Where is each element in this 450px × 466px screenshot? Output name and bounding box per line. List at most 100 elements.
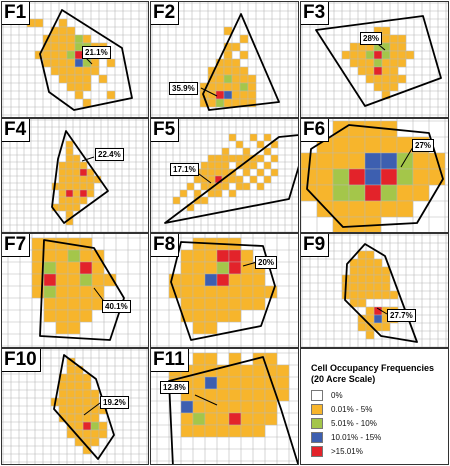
f9-cell [373, 282, 383, 292]
f1-cell [50, 50, 60, 60]
f8-cell [228, 273, 242, 287]
f4-cell [79, 175, 88, 184]
f9-cell [365, 282, 375, 292]
panel-f8: F8 20% [150, 233, 299, 348]
f8-cell [204, 297, 218, 311]
legend-item-0: 0% [311, 389, 343, 401]
f4-cell [65, 154, 74, 163]
f8-cell [252, 273, 266, 287]
f1-cell [82, 98, 92, 108]
f6-callout-leader [400, 146, 414, 168]
f5-cell [228, 133, 237, 142]
f2-cell [223, 74, 233, 84]
panel-f6-map [301, 119, 448, 232]
f10-cell [82, 429, 92, 439]
f3-cell [397, 50, 407, 60]
f9-cell [349, 266, 359, 276]
f4-cell [65, 140, 74, 149]
f11-cell [276, 376, 290, 390]
f5-cell [249, 175, 258, 184]
f7-cell [31, 249, 45, 263]
f2-cell [215, 82, 225, 92]
f8-cell [204, 309, 218, 323]
f2-cell [231, 66, 241, 76]
f8-cell [192, 285, 206, 299]
f11-cell [252, 364, 266, 378]
f8-cell [228, 285, 242, 299]
panel-f1: F1 21.1% [1, 1, 149, 118]
f6-cell [412, 152, 430, 170]
f11-cell [192, 412, 206, 426]
panel-f2-label: F2 [151, 2, 180, 25]
f3-cell [389, 82, 399, 92]
f9-cell [357, 322, 367, 332]
f1-cell [74, 74, 84, 84]
f1-cell [58, 18, 68, 28]
panel-f9-map [301, 234, 448, 347]
panel-f8-label: F8 [151, 234, 180, 257]
f6-cell [348, 168, 366, 186]
f5-cell [270, 168, 279, 177]
f3-cell [349, 58, 359, 68]
panel-f10-callout: 19.2% [100, 396, 129, 409]
f5-cell [228, 189, 237, 198]
f5-cell [228, 154, 237, 163]
f7-cell [79, 261, 93, 275]
f9-cell [373, 290, 383, 300]
f10-cell [66, 389, 76, 399]
f3-cell [389, 74, 399, 84]
f2-cell [207, 98, 217, 108]
f10-cell [82, 389, 92, 399]
f1-cell [50, 42, 60, 52]
f5-cell [235, 175, 244, 184]
f11-cell [276, 364, 290, 378]
f5-cell [207, 168, 216, 177]
f6-cell [396, 168, 414, 186]
f5-cell [263, 175, 272, 184]
f2-cell [247, 98, 257, 108]
legend-item-1: 0.01% - 5% [311, 403, 372, 415]
f4-cell [58, 175, 67, 184]
f2-cell [239, 34, 249, 44]
panel-f6-callout: 27% [412, 139, 435, 152]
f5-cell [256, 154, 265, 163]
f1-cell [42, 50, 52, 60]
panel-f7-label: F7 [2, 234, 31, 257]
f9-home-range-outline [344, 243, 418, 343]
f10-cell [98, 421, 108, 431]
legend-item-4: >15.01% [311, 445, 363, 457]
f9-cell [349, 290, 359, 300]
f9-cell [365, 290, 375, 300]
f2-cell [215, 74, 225, 84]
f5-cell [179, 189, 188, 198]
f11-cell [228, 424, 242, 438]
legend-item-2: 5.01% - 10% [311, 417, 377, 429]
f7-home-range-outline [39, 239, 125, 341]
f6-cell [332, 200, 350, 218]
f2-cell [239, 74, 249, 84]
f8-cell [192, 273, 206, 287]
f8-cell [192, 249, 206, 263]
panel-f4-callout: 22.4% [95, 148, 124, 161]
legend-label-3: 10.01% - 15% [331, 432, 382, 442]
f3-cell [381, 34, 391, 44]
f3-cell [365, 50, 375, 60]
panel-f11-label: F11 [151, 349, 189, 372]
f10-cell [74, 405, 84, 415]
f6-cell [301, 184, 318, 202]
f1-cell [66, 58, 76, 68]
f1-cell [90, 66, 100, 76]
f10-cell [82, 421, 92, 431]
f6-cell [364, 152, 382, 170]
f5-cell [214, 154, 223, 163]
f5-cell [249, 133, 258, 142]
f2-cell [207, 82, 217, 92]
f8-cell [204, 249, 218, 263]
f11-cell [240, 388, 254, 402]
f8-cell [216, 309, 230, 323]
f11-cell [252, 376, 266, 390]
f5-cell [235, 154, 244, 163]
f3-cell [373, 74, 383, 84]
f5-cell [256, 182, 265, 191]
f5-cell [263, 133, 272, 142]
